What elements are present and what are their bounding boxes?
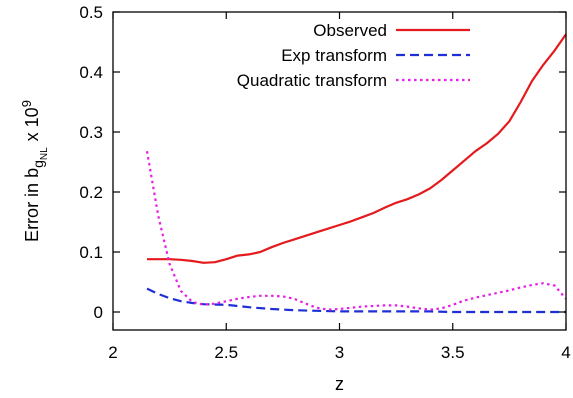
series-line-quadratic-transform: [145, 151, 567, 311]
y-tick-label-1: 0.1: [79, 243, 103, 262]
y-axis-label-exp: 9: [19, 100, 34, 107]
x-axis-label: z: [335, 374, 344, 394]
legend-label-0: Observed: [313, 21, 387, 40]
legend: Observed Exp transform Quadratic transform: [237, 21, 470, 90]
legend-label-1: Exp transform: [281, 46, 387, 65]
x-tick-label-0: 2: [108, 343, 117, 362]
series-line-observed: [147, 33, 567, 264]
x-tick-label-3: 3.5: [441, 343, 465, 362]
x-tick-label-1: 2.5: [214, 343, 238, 362]
y-tick-label-2: 0.2: [79, 183, 103, 202]
series-layer: [145, 33, 567, 314]
y-axis-label-sub: g: [30, 160, 46, 168]
x-tick-label-4: 4: [561, 343, 570, 362]
y-tick-label-0: 0: [94, 303, 103, 322]
y-axis-label-suffix: x 10: [22, 107, 42, 141]
x-tick-label-2: 3: [335, 343, 344, 362]
tick-layer: 2 2.5 3 3.5 4 0 0.1 0.2 0.3 0.4 0.5: [79, 3, 570, 362]
y-axis-label-prefix: Error in b: [22, 168, 42, 242]
series-line-exp-transform: [146, 287, 566, 314]
y-axis-label-subsub: NL: [39, 147, 50, 160]
y-tick-label-4: 0.4: [79, 63, 103, 82]
y-tick-label-3: 0.3: [79, 123, 103, 142]
y-tick-label-5: 0.5: [79, 3, 103, 22]
y-axis-label: Error in bgNL x 109: [19, 100, 50, 242]
legend-label-2: Quadratic transform: [237, 71, 387, 90]
